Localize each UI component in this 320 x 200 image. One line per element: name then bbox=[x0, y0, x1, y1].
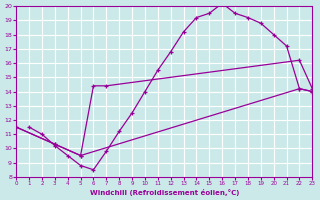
X-axis label: Windchill (Refroidissement éolien,°C): Windchill (Refroidissement éolien,°C) bbox=[90, 189, 239, 196]
